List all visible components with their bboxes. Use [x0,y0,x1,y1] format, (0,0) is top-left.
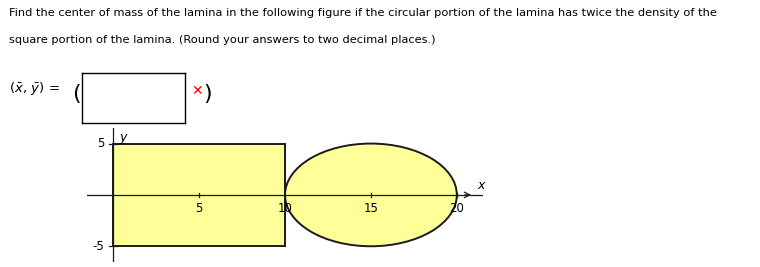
Text: y: y [119,131,127,144]
Text: x: x [477,179,485,192]
Text: Find the center of mass of the lamina in the following figure if the circular po: Find the center of mass of the lamina in… [9,8,717,18]
Text: square portion of the lamina. (Round your answers to two decimal places.): square portion of the lamina. (Round you… [9,35,435,45]
Text: 5: 5 [195,202,203,215]
Text: 15: 15 [363,202,378,215]
Text: 5: 5 [97,137,105,150]
Text: -5: -5 [93,240,105,253]
Text: ✕: ✕ [192,84,203,98]
Text: ): ) [204,84,212,104]
Circle shape [285,144,457,246]
Text: $(\bar{x},\, \bar{y})$ =: $(\bar{x},\, \bar{y})$ = [9,80,60,97]
Text: 20: 20 [449,202,464,215]
Text: 10: 10 [277,202,293,215]
Bar [113,144,285,246]
Text: (: ( [72,84,81,104]
